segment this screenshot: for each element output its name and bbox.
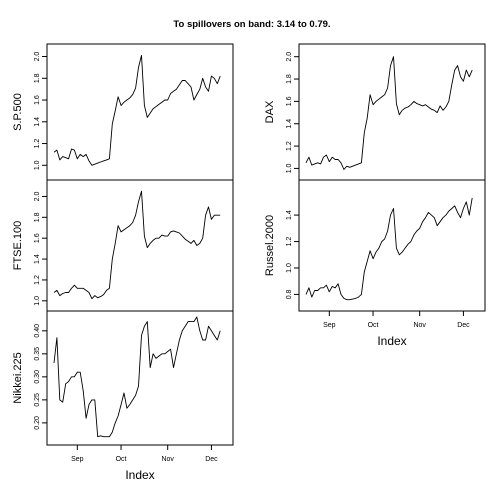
series-line-1-1: [305, 197, 473, 301]
y-axis-label-1-0: DAX: [264, 100, 276, 123]
y-tick-label-0-0-1: 1.2: [34, 139, 41, 149]
y-tick-label-0-1-2: 1.4: [34, 254, 41, 264]
y-tick-label-1-0-2: 1.4: [286, 119, 293, 129]
x-tick-label-1-0: Sep: [323, 322, 336, 329]
y-tick-label-1-1-0: 0.8: [286, 289, 293, 299]
y-tick-label-0-0-2: 1.4: [34, 117, 41, 127]
y-tick-label-0-2-3: 0.35: [34, 347, 41, 361]
x-axis-label-1: Index: [377, 334, 406, 348]
y-axis-label-0-1: FTSE.100: [12, 221, 24, 271]
y-axis-label-0-0: S.P.500: [12, 93, 24, 131]
y-tick-label-0-2-2: 0.30: [34, 370, 41, 384]
panel-frame-0-2: [46, 310, 234, 446]
x-tick-label-0-0: Sep: [71, 456, 84, 463]
y-tick-label-1-0-0: 1.0: [286, 163, 293, 173]
panels-layer: 1.0 1.2 1.4 1.6 1.8 2.0 S.P.500 1.0 1.2 1.4 1.6 1.8…: [12, 43, 486, 482]
y-tick-label-0-2-0: 0.20: [34, 416, 41, 430]
series-line-0-1: [53, 190, 221, 300]
y-tick-label-1-0-3: 1.6: [286, 96, 293, 106]
y-axis-label-0-2: Nikkei.225: [12, 352, 24, 403]
x-axis-label-0: Index: [125, 468, 154, 482]
chart-title: To spillovers on band: 3.14 to 0.79.: [173, 19, 330, 30]
y-tick-label-0-1-0: 1.0: [34, 296, 41, 306]
y-tick-label-0-1-1: 1.2: [34, 275, 41, 285]
panel-frame-1-1: [298, 179, 486, 312]
x-tick-label-1-2: Nov: [413, 322, 426, 329]
y-tick-label-1-0-1: 1.2: [286, 141, 293, 151]
series-line-1-0: [305, 56, 473, 170]
y-tick-label-0-2-4: 0.40: [34, 324, 41, 338]
series-line-0-0: [53, 54, 221, 166]
y-tick-label-0-0-3: 1.6: [34, 95, 41, 105]
x-tick-label-0-2: Nov: [161, 456, 174, 463]
y-tick-label-1-1-2: 1.2: [286, 237, 293, 247]
x-tick-label-1-1: Oct: [368, 322, 379, 329]
y-tick-label-1-0-4: 1.8: [286, 74, 293, 84]
y-tick-label-0-0-5: 2.0: [34, 52, 41, 62]
x-tick-label-1-3: Dec: [457, 322, 470, 329]
y-tick-label-0-0-0: 1.0: [34, 160, 41, 170]
y-tick-label-0-1-3: 1.6: [34, 233, 41, 243]
y-tick-label-0-1-5: 2.0: [34, 191, 41, 201]
y-tick-label-0-2-1: 0.25: [34, 393, 41, 407]
y-axis-label-1-1: Russel.2000: [264, 215, 276, 276]
x-tick-label-0-1: Oct: [116, 456, 127, 463]
series-line-0-2: [53, 316, 221, 438]
y-tick-label-1-1-3: 1.4: [286, 210, 293, 220]
x-tick-label-0-3: Dec: [205, 456, 218, 463]
y-tick-label-1-0-5: 2.0: [286, 52, 293, 62]
y-tick-label-1-1-1: 1.0: [286, 263, 293, 273]
y-tick-label-0-0-4: 1.8: [34, 73, 41, 83]
y-tick-label-0-1-4: 1.8: [34, 212, 41, 222]
